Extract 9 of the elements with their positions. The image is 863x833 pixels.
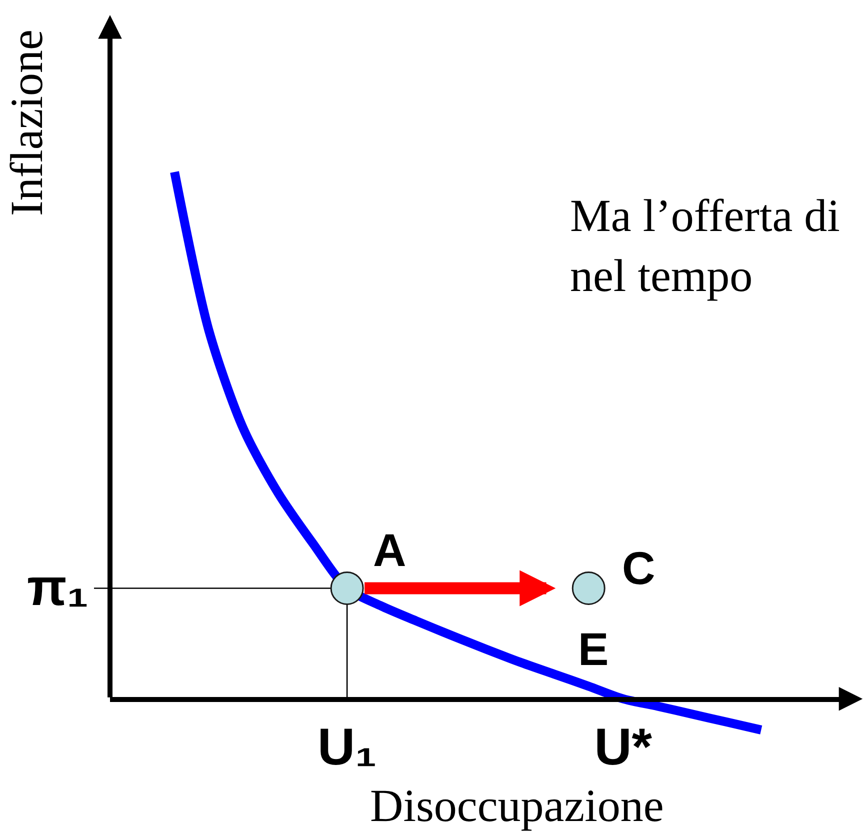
y-axis-title: Inflazione [1,30,52,216]
annotation: C [622,542,656,594]
x-tick-label: U* [594,718,653,776]
annotation: E [578,623,609,675]
annotation: Ma l’offerta di nel tempo [570,190,840,301]
x-tick-label: U₁ [318,718,377,776]
x-axis-title: Disoccupazione [370,780,664,831]
annotation: A [373,524,406,576]
ref-line-label: π₁ [27,559,88,617]
